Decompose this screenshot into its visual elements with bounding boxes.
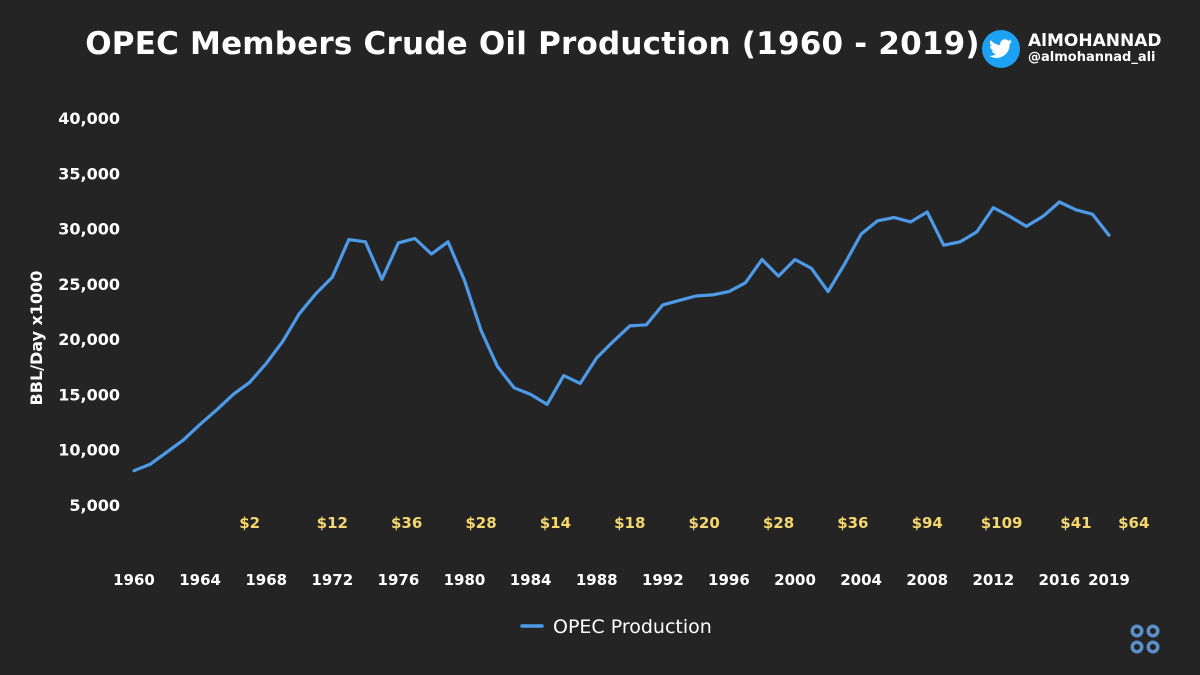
y-tick-label: 5,000: [69, 496, 120, 515]
price-label: $36: [391, 514, 422, 532]
x-tick-label: 1972: [311, 571, 353, 589]
y-axis-label: BBL/Day x1000: [27, 271, 46, 406]
x-tick-label: 1964: [179, 571, 221, 589]
y-tick-label: 15,000: [58, 385, 120, 404]
price-annotations: $2 $12 $36 $28 $14 $18 $20 $28 $36 $94 $109 $41 $64: [239, 514, 1149, 532]
x-tick-label: 1992: [642, 571, 684, 589]
x-tick-label: 2008: [906, 571, 948, 589]
price-label: $18: [614, 514, 645, 532]
x-tick-label: 1960: [113, 571, 155, 589]
price-label: $20: [688, 514, 719, 532]
price-label: $64: [1118, 514, 1149, 532]
price-label: $109: [981, 514, 1023, 532]
price-label: $2: [239, 514, 260, 532]
y-tick-label: 10,000: [58, 441, 120, 460]
y-tick-label: 20,000: [58, 330, 120, 349]
brand-handle: @almohannad_ali: [1028, 50, 1156, 66]
price-label: $14: [540, 514, 571, 532]
x-tick-label: 1980: [444, 571, 486, 589]
series-layer: [132, 200, 1111, 473]
y-tick-label: 30,000: [58, 220, 120, 239]
brand-badge[interactable]: AlMOHANNAD @almohannad_ali: [982, 28, 1161, 70]
y-tick-label: 35,000: [58, 164, 120, 183]
price-label: $94: [912, 514, 943, 532]
x-tick-label: 1988: [576, 571, 618, 589]
brand-name: AlMOHANNAD: [1028, 31, 1162, 52]
price-label: $28: [763, 514, 794, 532]
x-tick-label: 2012: [972, 571, 1014, 589]
opec-logo-icon: [1128, 622, 1162, 660]
price-label: $41: [1060, 514, 1091, 532]
y-tick-label: 40,000: [58, 109, 120, 128]
x-tick-label: 1968: [245, 571, 287, 589]
series-line-opec-production: [132, 200, 1111, 473]
y-tick-label: 25,000: [58, 275, 120, 294]
y-axis: 5,000 10,000 15,000 20,000 25,000 30,000 35,00…: [27, 109, 120, 515]
x-tick-label: 2016: [1039, 571, 1081, 589]
legend-label: OPEC Production: [553, 616, 712, 638]
chart-title: OPEC Members Crude Oil Production (1960 …: [85, 26, 980, 62]
x-tick-label: 2000: [774, 571, 816, 589]
x-axis: 1960 1964 1968 1972 1976 1980 1984 1988 1992 1996…: [113, 571, 1130, 589]
price-label: $28: [465, 514, 496, 532]
price-label: $12: [317, 514, 348, 532]
x-tick-label: 2019: [1088, 571, 1130, 589]
twitter-bird-icon: [982, 30, 1020, 68]
legend: OPEC Production: [520, 616, 712, 638]
price-label: $36: [837, 514, 868, 532]
x-tick-label: 1996: [708, 571, 750, 589]
x-tick-label: 1984: [510, 571, 552, 589]
x-tick-label: 2004: [840, 571, 882, 589]
x-tick-label: 1976: [378, 571, 420, 589]
